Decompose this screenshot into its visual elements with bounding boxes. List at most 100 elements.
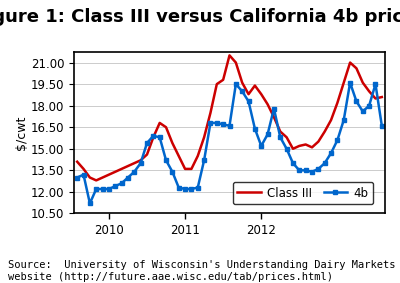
Class III [284, 136, 289, 139]
Class III [202, 136, 206, 139]
Class III [106, 173, 111, 176]
Line: 4b: 4b [75, 80, 384, 206]
4b [151, 134, 156, 138]
Class III [246, 93, 251, 96]
Class III [335, 101, 340, 104]
Line: Class III: Class III [77, 55, 382, 180]
4b [138, 162, 143, 165]
Class III [132, 162, 137, 165]
4b [367, 104, 372, 107]
4b [322, 162, 327, 165]
4b [246, 100, 251, 103]
Class III [380, 95, 384, 99]
4b [106, 187, 111, 191]
Class III [360, 81, 365, 84]
4b [329, 151, 334, 155]
4b [113, 185, 118, 188]
Class III [240, 81, 244, 84]
4b [208, 121, 213, 125]
Class III [259, 93, 264, 96]
4b [214, 121, 219, 125]
4b [195, 186, 200, 189]
Class III [367, 90, 372, 93]
Class III [310, 146, 314, 149]
Class III [272, 115, 276, 119]
4b [278, 136, 283, 139]
4b [164, 158, 168, 162]
4b [202, 158, 206, 162]
Class III [189, 167, 194, 171]
Class III [138, 158, 143, 162]
4b [176, 186, 181, 189]
Class III [126, 164, 130, 168]
4b [126, 176, 130, 179]
Class III [113, 170, 118, 173]
4b [265, 133, 270, 136]
4b [94, 187, 99, 191]
Text: Figure 1: Class III versus California 4b prices: Figure 1: Class III versus California 4b… [0, 8, 400, 27]
Class III [157, 121, 162, 125]
Class III [195, 154, 200, 158]
Class III [329, 118, 334, 122]
4b [157, 136, 162, 139]
Class III [81, 167, 86, 171]
4b [348, 81, 352, 84]
Class III [170, 141, 175, 145]
4b [183, 187, 188, 191]
4b [284, 147, 289, 151]
4b [335, 138, 340, 142]
Class III [297, 144, 302, 148]
Class III [75, 160, 80, 163]
Class III [151, 136, 156, 139]
4b [259, 144, 264, 148]
4b [88, 202, 92, 205]
4b [316, 167, 321, 171]
4b [373, 82, 378, 86]
Text: Source:  University of Wisconsin's Understanding Dairy Markets
website (http://f: Source: University of Wisconsin's Unders… [8, 260, 396, 282]
4b [75, 176, 80, 179]
4b [227, 124, 232, 128]
4b [303, 169, 308, 172]
4b [144, 141, 149, 145]
Class III [164, 126, 168, 129]
Class III [303, 143, 308, 146]
Class III [290, 147, 295, 151]
Class III [265, 102, 270, 106]
4b [297, 169, 302, 172]
Class III [348, 61, 352, 64]
4b [240, 90, 244, 93]
4b [310, 170, 314, 173]
4b [170, 170, 175, 173]
Class III [354, 67, 359, 70]
Legend: Class III, 4b: Class III, 4b [232, 182, 373, 204]
Class III [183, 167, 188, 171]
Class III [252, 84, 257, 87]
Class III [119, 167, 124, 171]
Class III [234, 61, 238, 64]
Class III [88, 176, 92, 179]
4b [221, 123, 226, 126]
Class III [316, 140, 321, 143]
Class III [221, 78, 226, 82]
Class III [144, 153, 149, 156]
4b [290, 162, 295, 165]
Class III [176, 154, 181, 158]
Class III [278, 130, 283, 133]
Class III [208, 111, 213, 115]
4b [354, 100, 359, 103]
4b [100, 187, 105, 191]
4b [341, 118, 346, 122]
4b [189, 187, 194, 191]
Class III [214, 82, 219, 86]
4b [380, 124, 384, 128]
Class III [100, 176, 105, 179]
4b [272, 107, 276, 110]
4b [360, 110, 365, 113]
Class III [227, 54, 232, 57]
Class III [373, 97, 378, 100]
4b [252, 127, 257, 130]
4b [234, 82, 238, 86]
Class III [322, 130, 327, 133]
Class III [94, 179, 99, 182]
Y-axis label: $/cwt: $/cwt [15, 115, 28, 150]
